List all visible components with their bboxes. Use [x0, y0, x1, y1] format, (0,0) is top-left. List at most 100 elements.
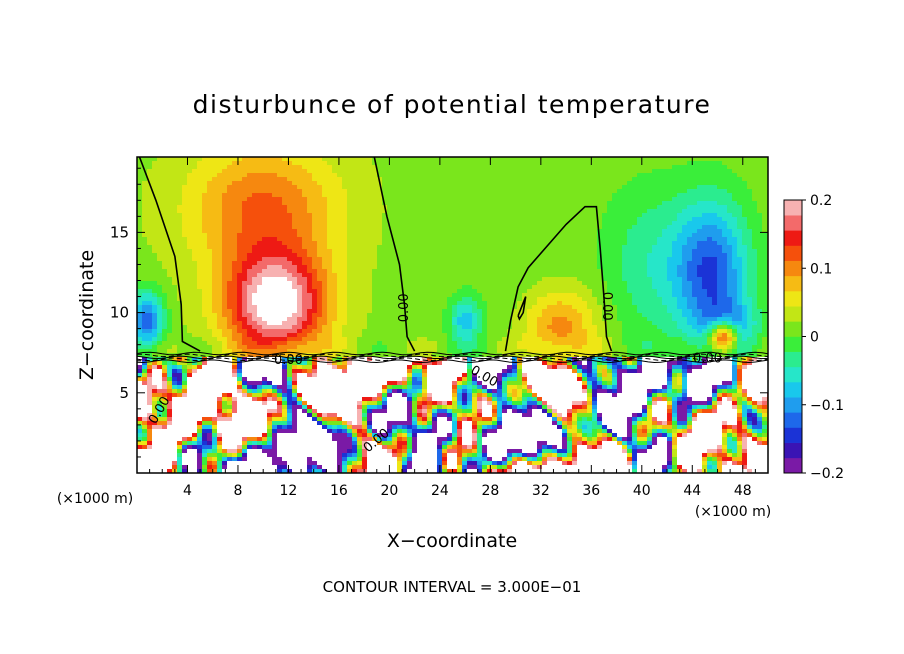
heatmap-cell	[347, 229, 353, 234]
heatmap-cell	[532, 277, 538, 282]
heatmap-cell	[637, 177, 643, 182]
heatmap-cell	[337, 309, 343, 314]
heatmap-cell	[382, 169, 388, 174]
heatmap-cell	[617, 173, 623, 178]
heatmap-cell	[287, 305, 293, 310]
heatmap-cell	[177, 185, 183, 190]
heatmap-cell	[177, 265, 183, 270]
heatmap-cell	[372, 209, 378, 214]
heatmap-cell	[152, 293, 158, 298]
heatmap-cell	[282, 269, 288, 274]
heatmap-cell	[467, 193, 473, 198]
heatmap-cell	[592, 197, 598, 202]
heatmap-cell	[597, 309, 603, 314]
heatmap-cell	[627, 309, 633, 314]
heatmap-cell	[307, 181, 313, 186]
heatmap-cell	[757, 277, 763, 282]
heatmap-cell	[612, 293, 618, 298]
heatmap-cell	[627, 197, 633, 202]
heatmap-cell	[467, 157, 473, 162]
heatmap-cell	[402, 225, 408, 230]
heatmap-cell	[237, 237, 243, 242]
heatmap-cell	[377, 301, 383, 306]
heatmap-cell	[137, 297, 143, 302]
heatmap-cell	[487, 169, 493, 174]
heatmap-cell	[382, 221, 388, 226]
heatmap-cell	[272, 217, 278, 222]
heatmap-cell	[537, 181, 543, 186]
heatmap-cell	[612, 229, 618, 234]
heatmap-cell	[227, 289, 233, 294]
heatmap-cell	[222, 245, 228, 250]
heatmap-cell	[402, 205, 408, 210]
heatmap-cell	[492, 157, 498, 162]
heatmap-cell	[742, 233, 748, 238]
heatmap-cell	[462, 293, 468, 298]
heatmap-cell	[317, 273, 323, 278]
heatmap-cell	[422, 253, 428, 258]
heatmap-cell	[472, 269, 478, 274]
heatmap-cell	[517, 229, 523, 234]
heatmap-cell	[307, 161, 313, 166]
heatmap-cell	[507, 281, 513, 286]
heatmap-cell	[567, 161, 573, 166]
heatmap-cell	[137, 257, 143, 262]
heatmap-cell	[327, 265, 333, 270]
heatmap-cell	[297, 205, 303, 210]
heatmap-cell	[607, 285, 613, 290]
heatmap-cell	[517, 205, 523, 210]
heatmap-cell	[637, 297, 643, 302]
heatmap-cell	[267, 213, 273, 218]
heatmap-cell	[197, 293, 203, 298]
heatmap-cell	[637, 169, 643, 174]
heatmap-cell	[387, 169, 393, 174]
heatmap-cell	[147, 309, 153, 314]
heatmap-cell	[687, 225, 693, 230]
heatmap-cell	[757, 189, 763, 194]
heatmap-cell	[752, 197, 758, 202]
heatmap-cell	[652, 297, 658, 302]
heatmap-cell	[152, 277, 158, 282]
heatmap-cell	[597, 189, 603, 194]
heatmap-cell	[372, 273, 378, 278]
heatmap-cell	[712, 261, 718, 266]
heatmap-cell	[342, 165, 348, 170]
heatmap-cell	[557, 185, 563, 190]
heatmap-cell	[602, 193, 608, 198]
heatmap-cell	[562, 285, 568, 290]
heatmap-cell	[707, 257, 713, 262]
heatmap-cell	[267, 173, 273, 178]
heatmap-cell	[297, 273, 303, 278]
heatmap-cell	[462, 281, 468, 286]
heatmap-cell	[447, 269, 453, 274]
heatmap-cell	[492, 201, 498, 206]
heatmap-cell	[497, 209, 503, 214]
heatmap-cell	[242, 257, 248, 262]
heatmap-cell	[397, 193, 403, 198]
heatmap-cell	[627, 241, 633, 246]
heatmap-cell	[577, 289, 583, 294]
heatmap-cell	[337, 285, 343, 290]
heatmap-cell	[542, 193, 548, 198]
heatmap-cell	[277, 285, 283, 290]
heatmap-cell	[642, 309, 648, 314]
heatmap-cell	[247, 233, 253, 238]
heatmap-cell	[427, 209, 433, 214]
heatmap-cell	[697, 225, 703, 230]
heatmap-cell	[462, 181, 468, 186]
heatmap-cell	[242, 233, 248, 238]
heatmap-cell	[167, 261, 173, 266]
heatmap-cell	[662, 277, 668, 282]
heatmap-cell	[637, 181, 643, 186]
heatmap-cell	[602, 181, 608, 186]
heatmap-cell	[312, 309, 318, 314]
heatmap-cell	[237, 297, 243, 302]
heatmap-cell	[727, 257, 733, 262]
heatmap-cell	[187, 185, 193, 190]
heatmap-cell	[392, 261, 398, 266]
heatmap-cell	[757, 225, 763, 230]
heatmap-cell	[252, 205, 258, 210]
heatmap-cell	[207, 309, 213, 314]
heatmap-cell	[542, 185, 548, 190]
heatmap-cell	[722, 213, 728, 218]
